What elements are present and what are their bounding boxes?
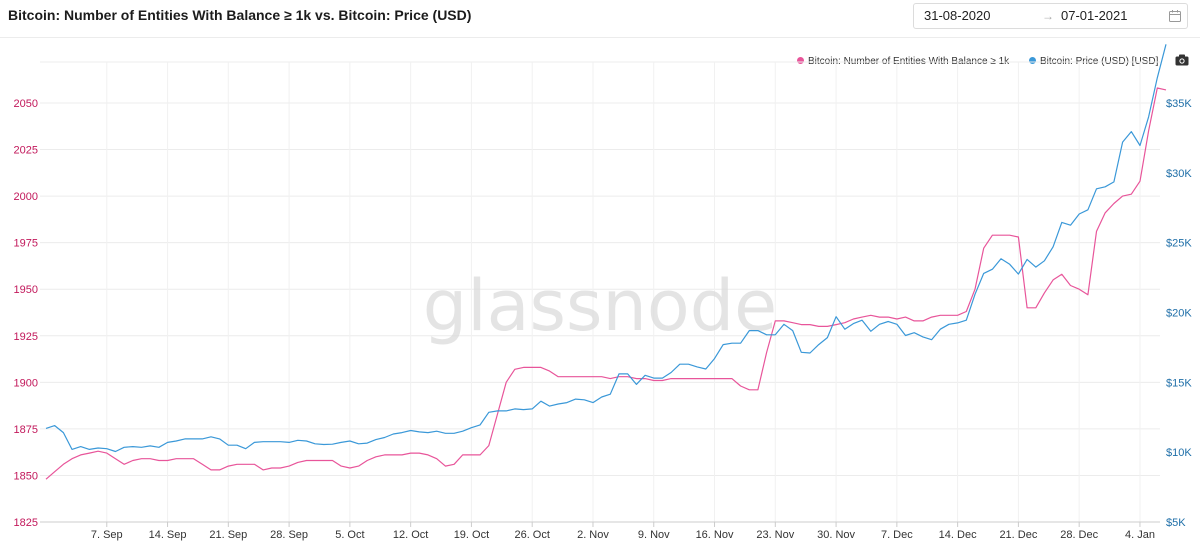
left-tick-label: 2025 <box>14 145 38 157</box>
x-tick-label: 28. Dec <box>1060 529 1098 541</box>
x-tick-label: 4. Jan <box>1125 529 1155 541</box>
start-date-input[interactable] <box>924 4 1034 28</box>
legend-dot-price <box>1029 57 1036 64</box>
left-tick-label: 1875 <box>14 424 38 436</box>
right-tick-label: $5K <box>1166 517 1186 529</box>
legend-dot-entities <box>797 57 804 64</box>
series-line-price <box>45 44 1167 453</box>
x-tick-label: 26. Oct <box>514 529 549 541</box>
camera-icon[interactable] <box>1175 54 1189 66</box>
x-tick-label: 2. Nov <box>577 529 609 541</box>
x-tick-label: 9. Nov <box>638 529 670 541</box>
chart-header: Bitcoin: Number of Entities With Balance… <box>0 0 1200 38</box>
right-tick-label: $15K <box>1166 377 1192 389</box>
left-tick-label: 1850 <box>14 470 38 482</box>
grid-lines <box>40 61 1160 523</box>
arrow-right-icon: → <box>1042 9 1054 23</box>
left-tick-label: 2000 <box>14 191 38 203</box>
x-tick-label: 7. Dec <box>881 529 913 541</box>
left-tick-label: 1925 <box>14 331 38 343</box>
x-tick-label: 5. Oct <box>335 529 364 541</box>
x-tick-label: 21. Dec <box>999 529 1037 541</box>
end-date-input[interactable] <box>1061 4 1161 28</box>
left-tick-label: 1825 <box>14 517 38 529</box>
x-tick-label: 28. Sep <box>270 529 308 541</box>
left-axis: 1825 1850 1875 1900 1925 1950 1975 2000 2025 2050 <box>14 98 38 529</box>
x-tick-label: 14. Dec <box>939 529 977 541</box>
right-tick-label: $25K <box>1166 238 1192 250</box>
date-range-picker[interactable]: → <box>913 3 1188 29</box>
x-tick-label: 12. Oct <box>393 529 428 541</box>
x-tick-label: 23. Nov <box>756 529 794 541</box>
right-axis: $5K $10K $15K $20K $25K $30K $35K <box>1166 98 1192 529</box>
x-axis: 7. Sep 14. Sep 21. Sep 28. Sep 5. Oct 12. Oct… <box>40 521 1160 541</box>
x-tick-label: 21. Sep <box>209 529 247 541</box>
left-tick-label: 1900 <box>14 377 38 389</box>
left-tick-label: 1950 <box>14 284 38 296</box>
right-tick-label: $30K <box>1166 168 1192 180</box>
left-tick-label: 2050 <box>14 98 38 110</box>
series-lines <box>45 44 1167 480</box>
left-tick-label: 1975 <box>14 238 38 250</box>
calendar-icon[interactable] <box>1168 9 1182 23</box>
x-tick-label: 19. Oct <box>454 529 489 541</box>
watermark: glassnode <box>423 265 777 347</box>
chart-title: Bitcoin: Number of Entities With Balance… <box>8 7 472 23</box>
series-line-entities <box>45 87 1167 480</box>
x-tick-label: 30. Nov <box>817 529 855 541</box>
x-tick-label: 16. Nov <box>696 529 734 541</box>
right-tick-label: $20K <box>1166 307 1192 319</box>
right-tick-label: $10K <box>1166 447 1192 459</box>
x-tick-label: 7. Sep <box>91 529 123 541</box>
x-tick-label: 14. Sep <box>149 529 187 541</box>
right-tick-label: $35K <box>1166 98 1192 110</box>
